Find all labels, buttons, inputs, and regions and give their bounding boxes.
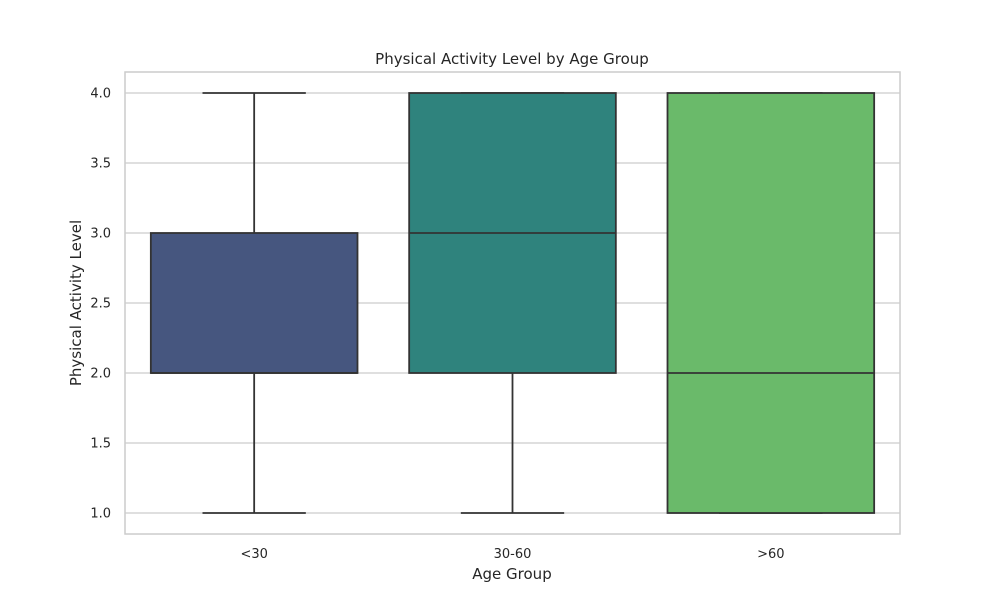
y-tick-label: 3.5 (90, 157, 111, 172)
y-tick-label: 1.0 (90, 507, 111, 522)
x-tick-label: <30 (240, 547, 267, 562)
box-iqr (666, 92, 876, 514)
y-tick-label: 1.5 (90, 437, 111, 452)
x-tick-label: >60 (757, 547, 784, 562)
y-tick-label: 2.0 (90, 367, 111, 382)
box-group (149, 92, 359, 514)
y-tick-label: 3.0 (90, 227, 111, 242)
y-axis-title: Physical Activity Level (67, 220, 85, 386)
y-tick-label: 4.0 (90, 87, 111, 102)
x-tick-label: 30-60 (494, 547, 532, 562)
plot-area-frame (124, 71, 901, 535)
box-group (666, 92, 876, 514)
box-iqr (149, 232, 359, 374)
y-tick-label: 2.5 (90, 297, 111, 312)
x-tick-labels: <30 30-60 >60 (240, 547, 784, 562)
y-tick-labels: 1.0 1.5 2.0 2.5 3.0 3.5 4.0 (90, 87, 111, 522)
boxes-layer (149, 92, 876, 514)
box-group (408, 92, 617, 514)
x-axis-title: Age Group (472, 565, 551, 583)
chart-title: Physical Activity Level by Age Group (375, 50, 649, 68)
